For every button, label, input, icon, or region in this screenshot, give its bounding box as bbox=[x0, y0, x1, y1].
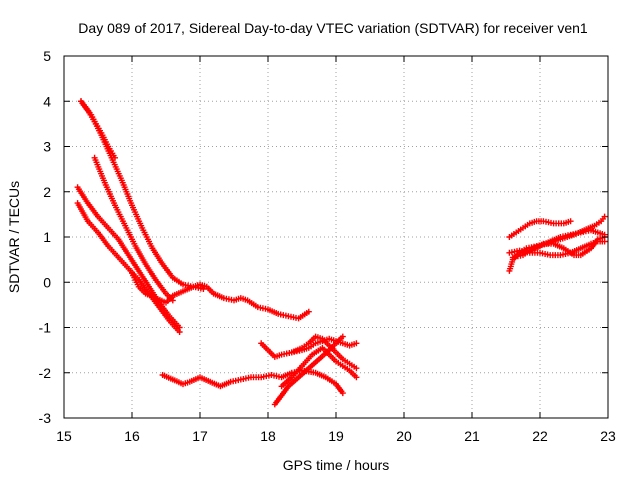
x-tick-label: 18 bbox=[260, 428, 276, 444]
series-sat-p bbox=[509, 234, 608, 261]
grid bbox=[64, 56, 608, 418]
y-tick-label: 5 bbox=[43, 48, 51, 64]
series-markers bbox=[159, 367, 346, 397]
series-sat-d bbox=[74, 184, 183, 331]
series-markers bbox=[288, 333, 360, 372]
y-tick-label: -3 bbox=[39, 410, 52, 426]
series-sat-b bbox=[78, 98, 207, 292]
series-sat-c bbox=[91, 154, 176, 304]
x-tick-label: 20 bbox=[396, 428, 412, 444]
y-tick-label: -2 bbox=[39, 365, 52, 381]
axis-ticks bbox=[63, 55, 609, 419]
y-axis-label: SDTVAR / TECUs bbox=[6, 181, 22, 293]
y-tick-label: 3 bbox=[43, 139, 51, 155]
y-tick-labels: -3 -2 -1 0 1 2 3 4 5 bbox=[39, 48, 52, 426]
series-markers bbox=[78, 98, 207, 292]
x-axis-label: GPS time / hours bbox=[283, 457, 390, 473]
x-tick-label: 19 bbox=[328, 428, 344, 444]
series-markers bbox=[506, 218, 574, 240]
y-tick-label: 1 bbox=[43, 229, 51, 245]
series-markers bbox=[509, 234, 608, 261]
x-tick-labels: 15 16 17 18 19 20 21 22 23 bbox=[56, 428, 616, 444]
y-tick-label: 0 bbox=[43, 274, 51, 290]
x-tick-label: 15 bbox=[56, 428, 72, 444]
series-sat-g bbox=[159, 367, 346, 397]
x-tick-label: 23 bbox=[600, 428, 616, 444]
series-layer bbox=[74, 98, 608, 408]
y-tick-label: -1 bbox=[39, 320, 52, 336]
x-tick-label: 21 bbox=[464, 428, 480, 444]
series-sat-f bbox=[129, 270, 312, 322]
chart-title: Day 089 of 2017, Sidereal Day-to-day VTE… bbox=[78, 20, 588, 36]
series-markers bbox=[278, 344, 360, 390]
x-tick-label: 22 bbox=[532, 428, 548, 444]
x-tick-label: 16 bbox=[124, 428, 140, 444]
series-markers bbox=[74, 184, 183, 331]
series-markers bbox=[129, 270, 312, 322]
series-markers bbox=[91, 154, 176, 304]
series-sat-l bbox=[506, 218, 574, 240]
series-sat-j bbox=[278, 344, 360, 390]
series-sat-k bbox=[288, 333, 360, 372]
y-tick-label: 2 bbox=[43, 184, 51, 200]
x-tick-label: 17 bbox=[192, 428, 208, 444]
y-tick-label: 4 bbox=[43, 93, 51, 109]
